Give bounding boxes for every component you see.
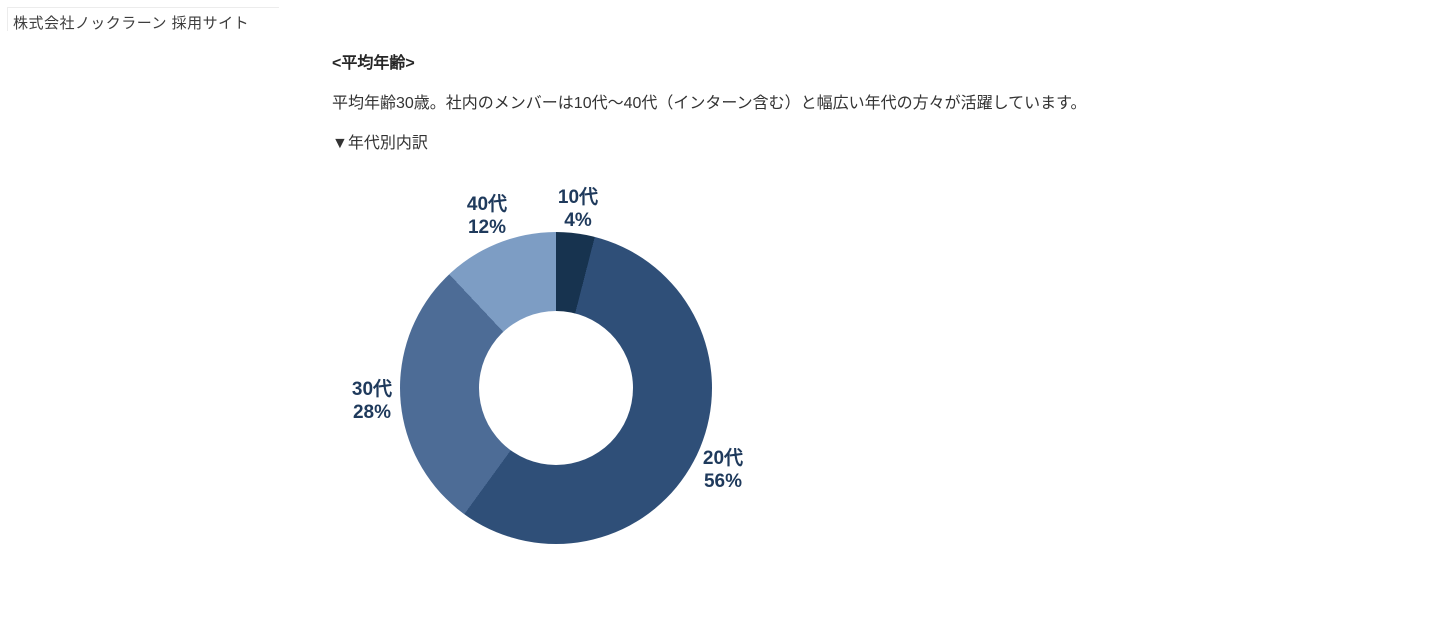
section-heading: <平均年齢> — [332, 55, 415, 72]
donut-chart-hole — [479, 311, 633, 465]
slice-label-40s: 40代 12% — [442, 193, 532, 239]
slice-label-20s-name: 20代 — [702, 448, 744, 469]
slice-label-40s-name: 40代 — [466, 194, 508, 215]
slice-label-20s-value: 56% — [703, 471, 743, 492]
site-header-title: 株式会社ノックラーン 採用サイト — [13, 15, 250, 32]
section-description: 平均年齢30歳。社内のメンバーは10代～40代（インターン含む）と幅広い年代の方… — [332, 95, 1087, 112]
breakdown-marker: ▼年代別内訳 — [332, 135, 428, 152]
slice-label-30s: 30代 28% — [327, 378, 417, 424]
window-frame-corner — [7, 7, 279, 31]
slice-label-30s-value: 28% — [352, 402, 392, 423]
slice-label-10s-value: 4% — [564, 210, 592, 231]
slice-label-20s: 20代 56% — [678, 447, 768, 493]
slice-label-10s-name: 10代 — [557, 187, 599, 208]
slice-label-10s: 10代 4% — [533, 186, 623, 232]
slice-label-40s-value: 12% — [467, 217, 507, 238]
slice-label-30s-name: 30代 — [351, 379, 393, 400]
donut-chart — [400, 232, 712, 544]
average-age-section: <平均年齢> 平均年齢30歳。社内のメンバーは10代～40代（インターン含む）と… — [332, 49, 1232, 153]
